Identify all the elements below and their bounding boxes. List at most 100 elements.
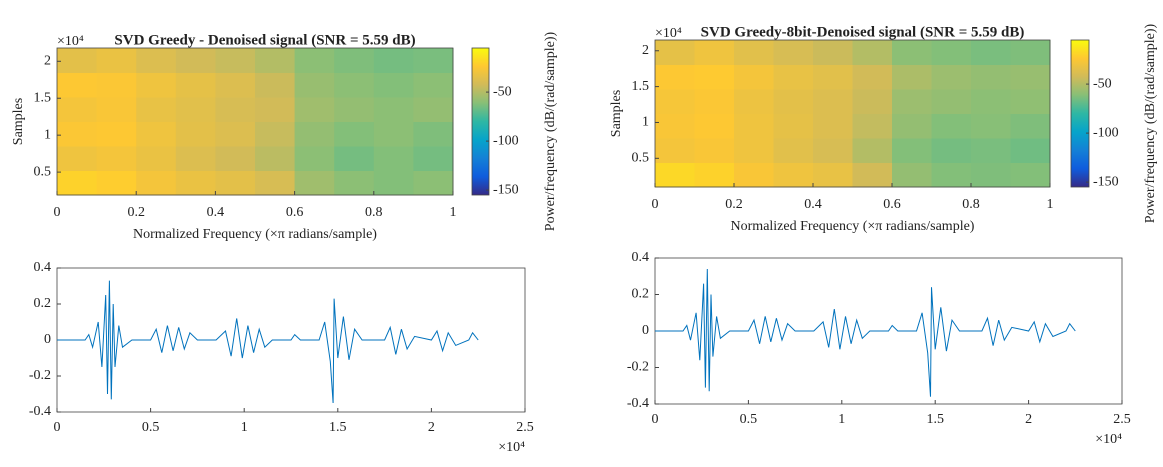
y-tick-label: 0.5: [632, 151, 650, 166]
y-tick-label: 1.5: [34, 90, 52, 105]
x-tick-label: 0.2: [725, 197, 743, 212]
x-tick-label: 0: [652, 197, 659, 212]
heatmap-cell: [773, 64, 814, 90]
heatmap-cell: [294, 170, 335, 196]
y-tick-label: 1.5: [632, 79, 650, 94]
x-tick-label: 0.4: [804, 197, 822, 212]
heatmap-cell: [96, 48, 137, 73]
heatmap-cell: [57, 121, 98, 147]
heatmap-cell: [813, 89, 853, 114]
x-tick-label: 0.6: [286, 205, 304, 220]
y-tick-label: 0: [642, 323, 649, 338]
y-tick-label: 0: [44, 332, 51, 347]
heatmap-cell: [852, 113, 893, 139]
x-tick-label: 1.5: [926, 412, 944, 427]
heatmap-cell: [175, 170, 216, 196]
heatmap-cell: [773, 162, 814, 188]
heatmap-cell: [413, 97, 454, 122]
heatmap-cell: [294, 97, 335, 122]
heatmap-cell: [971, 40, 1011, 65]
axes-frame: [654, 39, 1051, 188]
heatmap-cell: [175, 121, 216, 147]
heatmap-cell: [1010, 64, 1051, 90]
heatmap-cell: [892, 64, 932, 90]
heatmap-cell: [57, 170, 98, 196]
heatmap-cell: [813, 40, 853, 65]
x-tick-label: 1: [241, 420, 248, 435]
heatmap-cell: [655, 162, 695, 188]
x-axis-label: Normalized Frequency (×π radians/sample): [133, 227, 377, 242]
heatmap-cell: [892, 89, 932, 114]
heatmap-cell: [931, 40, 972, 65]
colorbar: [1070, 39, 1090, 188]
heatmap-cell: [852, 138, 893, 163]
heatmap-cell: [334, 72, 375, 98]
heatmap-cell: [773, 89, 814, 114]
heatmap-cell: [694, 113, 735, 139]
heatmap-cell: [96, 170, 137, 196]
heatmap-cell: [215, 121, 256, 147]
heatmap-cell: [334, 170, 375, 196]
heatmap-cell: [813, 64, 853, 90]
heatmap-cell: [57, 48, 98, 73]
x-axis-label: Normalized Frequency (×π radians/sample): [731, 219, 975, 234]
heatmap-cell: [1010, 89, 1051, 114]
x-tick-label: 0: [652, 412, 659, 427]
heatmap-cell: [852, 162, 893, 188]
heatmap-cell: [175, 97, 216, 122]
x-tick-label: 0.8: [365, 205, 383, 220]
heatmap-cell: [971, 162, 1011, 188]
heatmap-cell: [255, 121, 296, 147]
heatmap-cell: [373, 97, 414, 122]
y-tick-label: 0.2: [34, 296, 52, 311]
x-tick-label: 0.4: [207, 205, 225, 220]
heatmap-cell: [136, 170, 177, 196]
y-tick-label: 1: [44, 127, 51, 142]
heatmap-cell: [655, 40, 695, 65]
heatmap-cell: [892, 40, 932, 65]
x-tick-label: 0.6: [883, 197, 901, 212]
heatmap-cell: [294, 48, 335, 73]
heatmap-cell: [1010, 162, 1051, 188]
heatmap-cell: [255, 72, 296, 98]
heatmap-cell: [373, 72, 414, 98]
heatmap-cell: [734, 113, 774, 139]
heatmap-cell: [413, 121, 454, 147]
heatmap-cell: [1010, 40, 1051, 65]
x-tick-label: 1: [838, 412, 845, 427]
colorbar-tick-label: -50: [493, 84, 512, 99]
heatmap-cell: [334, 146, 375, 171]
heatmap-cell: [694, 40, 735, 65]
heatmap-cell: [373, 121, 414, 147]
heatmap-cell: [57, 97, 98, 122]
heatmap-cell: [931, 113, 972, 139]
heatmap-cell: [892, 113, 932, 139]
y-tick-label: 0.4: [34, 260, 52, 275]
waveform: [57, 280, 479, 404]
heatmap-cell: [136, 97, 177, 122]
heatmap-cell: [734, 138, 774, 163]
heatmap-cell: [175, 146, 216, 171]
colorbar-tick-label: -150: [1093, 174, 1119, 189]
heatmap-cell: [373, 146, 414, 171]
heatmap-cell: [1010, 138, 1051, 163]
heatmap-cell: [413, 170, 454, 196]
heatmap-cell: [971, 89, 1011, 114]
heatmap-cell: [734, 40, 774, 65]
x-tick-label: 2: [428, 420, 435, 435]
heatmap-cell: [694, 89, 735, 114]
heatmap-cell: [255, 170, 296, 196]
y-tick-label: 0.4: [632, 250, 650, 265]
heatmap-cell: [734, 162, 774, 188]
heatmap-cell: [773, 113, 814, 139]
heatmap-cell: [136, 146, 177, 171]
colorbar-tick-label: -100: [1093, 125, 1119, 140]
heatmap-cell: [971, 113, 1011, 139]
x-offset-label: ×10⁴: [1095, 432, 1122, 447]
heatmap-cell: [413, 72, 454, 98]
heatmap-cell: [892, 162, 932, 188]
heatmap-cell: [813, 138, 853, 163]
heatmap-cell: [136, 72, 177, 98]
y-axis-label: Samples: [609, 90, 624, 137]
